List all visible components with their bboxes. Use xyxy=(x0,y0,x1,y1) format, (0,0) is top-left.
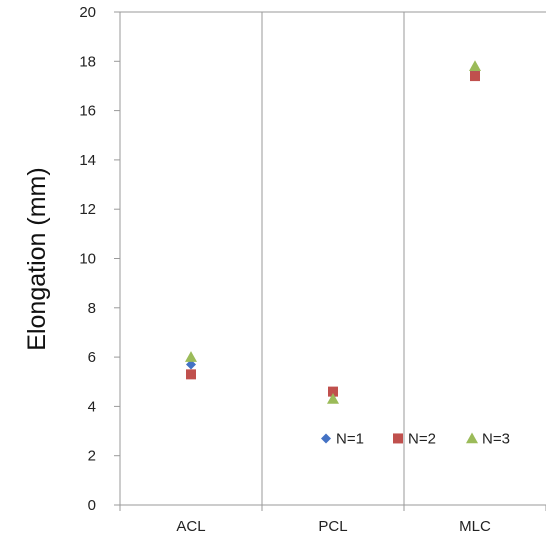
y-tick-label: 10 xyxy=(79,251,96,268)
y-tick-label: 0 xyxy=(88,497,96,514)
x-category-label: MLC xyxy=(459,518,491,535)
y-tick-label: 16 xyxy=(79,103,96,120)
data-point-n-3 xyxy=(185,351,197,362)
y-tick-label: 12 xyxy=(79,201,96,218)
data-point-n-3 xyxy=(327,393,339,404)
x-category-label: ACL xyxy=(176,518,205,535)
y-tick-label: 4 xyxy=(88,398,96,415)
legend-label: N=1 xyxy=(336,430,364,447)
data-point-n-3 xyxy=(469,60,481,72)
legend-marker-n-2 xyxy=(393,433,403,444)
y-tick-label: 8 xyxy=(88,300,96,317)
data-point-n-2 xyxy=(470,71,480,82)
y-tick-label: 6 xyxy=(88,349,96,366)
x-axis-ticks: ACL PCL MLC xyxy=(119,505,546,535)
y-tick-label: 20 xyxy=(79,4,96,21)
y-tick-label: 18 xyxy=(79,53,96,70)
x-category-label: PCL xyxy=(318,518,347,535)
y-tick-label: 2 xyxy=(88,448,96,465)
data-point-n-2 xyxy=(328,386,338,397)
y-axis-ticks: 0 2 4 6 8 10 12 14 16 18 20 xyxy=(79,4,120,514)
legend-marker-n-1 xyxy=(321,433,331,444)
data-point-n-1 xyxy=(186,359,196,370)
legend-label: N=3 xyxy=(482,430,510,447)
data-points xyxy=(185,60,481,404)
y-axis-label: Elongation (mm) xyxy=(23,167,51,350)
legend-label: N=2 xyxy=(408,430,436,447)
legend: N=1 N=2 N=3 xyxy=(321,430,510,447)
data-point-n-2 xyxy=(186,369,196,380)
y-tick-label: 14 xyxy=(79,152,96,169)
legend-marker-n-3 xyxy=(466,432,478,444)
